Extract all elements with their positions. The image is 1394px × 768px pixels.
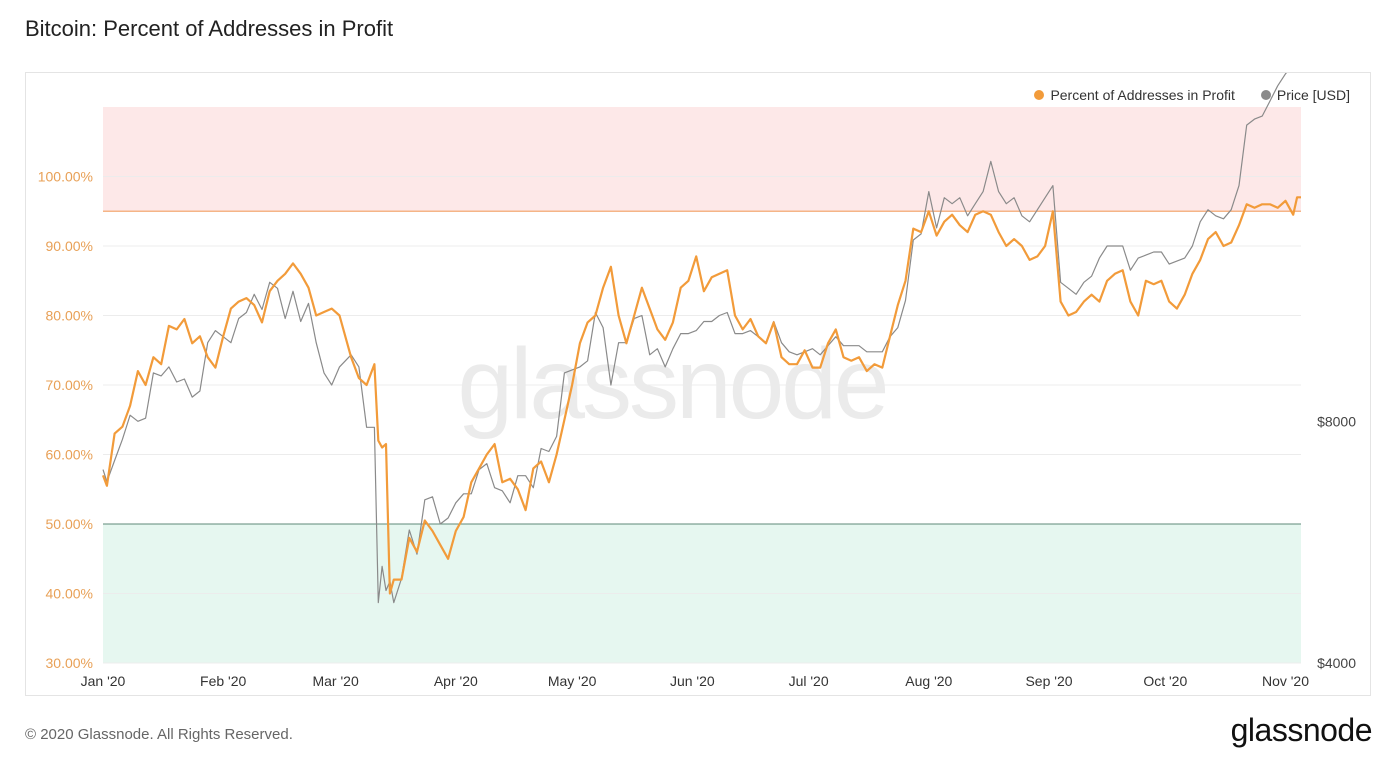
copyright-text: © 2020 Glassnode. All Rights Reserved. xyxy=(25,726,293,743)
legend-dot-profit xyxy=(1034,90,1045,100)
legend-item-price[interactable]: Price [USD] xyxy=(1260,87,1350,103)
chart-card: glassnode 30.00% 40.00% 50.00% 60.00% 70.00% 8… xyxy=(25,72,1371,696)
watermark: glassnode xyxy=(458,328,887,440)
y-left-tick-label: 40.00% xyxy=(46,586,93,602)
y-right-tick-label: $8000 xyxy=(1317,413,1356,429)
series-line-price xyxy=(102,73,1287,604)
y-left-tick-label: 90.00% xyxy=(46,238,93,254)
y-left-tick-label: 30.00% xyxy=(46,655,93,671)
y-left-tick-label: 80.00% xyxy=(46,308,93,324)
legend-label-profit: Percent of Addresses in Profit xyxy=(1050,87,1235,103)
x-tick-label: Mar '20 xyxy=(312,673,358,689)
x-tick-label: Oct '20 xyxy=(1143,673,1187,689)
y-left-tick-label: 100.00% xyxy=(38,169,93,185)
x-tick-label: Sep '20 xyxy=(1025,673,1072,689)
x-tick-label: Aug '20 xyxy=(905,673,952,689)
legend-label-price: Price [USD] xyxy=(1276,87,1350,103)
y-left-tick-label: 50.00% xyxy=(46,516,93,532)
series-line-profit xyxy=(101,196,1301,595)
legend-dot-price xyxy=(1260,90,1271,100)
y-left-tick-label: 70.00% xyxy=(46,377,93,393)
y-right-tick-label: $4000 xyxy=(1317,655,1356,671)
y-left-tick-label: 60.00% xyxy=(46,447,93,463)
legend-item-profit[interactable]: Percent of Addresses in Profit xyxy=(1034,87,1235,103)
chart-svg: glassnode 30.00% 40.00% 50.00% 60.00% 70.00% 8… xyxy=(38,73,1356,689)
upper-band xyxy=(103,107,1301,212)
chart-title: Bitcoin: Percent of Addresses in Profit xyxy=(25,16,394,41)
x-tick-label: Jun '20 xyxy=(670,673,715,689)
x-tick-label: Jan '20 xyxy=(81,673,126,689)
x-tick-label: Feb '20 xyxy=(200,673,246,689)
x-tick-label: Apr '20 xyxy=(434,673,478,689)
legend: Percent of Addresses in Profit Price [US… xyxy=(1034,87,1350,103)
brand-logo: glassnode xyxy=(1230,712,1373,748)
x-tick-label: Jul '20 xyxy=(789,673,829,689)
x-tick-label: May '20 xyxy=(548,673,597,689)
x-tick-label: Nov '20 xyxy=(1262,673,1309,689)
